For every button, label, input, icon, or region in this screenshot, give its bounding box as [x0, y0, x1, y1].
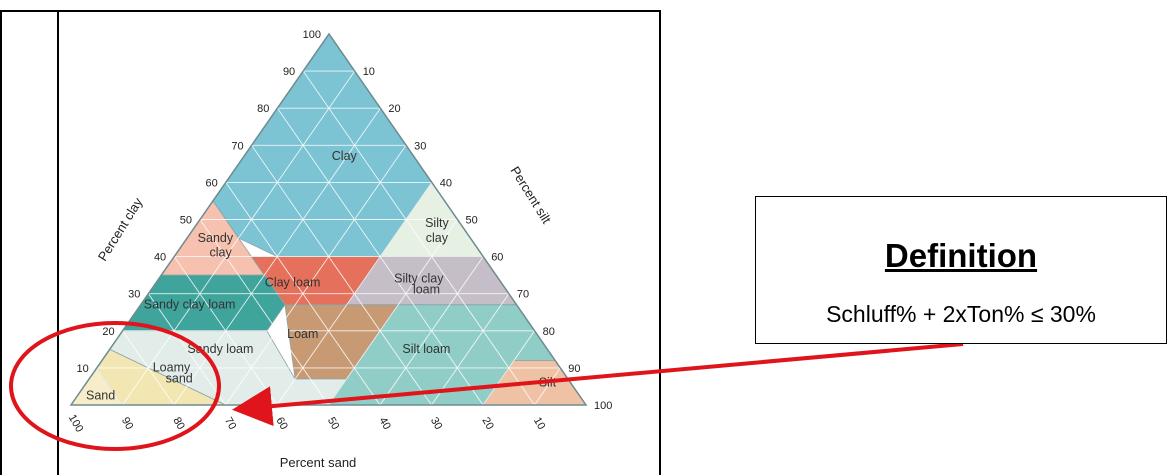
frame-left-line: [57, 12, 59, 475]
grid-line: [328, 219, 458, 406]
grid-line: [225, 145, 407, 406]
tick-label-sand: 40: [376, 415, 393, 432]
tick-label-sand: 60: [273, 415, 290, 432]
pointer-arrow: [232, 342, 964, 427]
tick-label-sand: 10: [531, 415, 548, 432]
region-label-sandy-clay: Sandy: [198, 231, 234, 245]
grid-line: [251, 145, 432, 406]
tick-label-silt: 20: [388, 103, 400, 115]
grid-line: [148, 293, 226, 406]
region-label-sandy-clay: clay: [209, 246, 232, 260]
outer-left-line: [0, 10, 2, 475]
grid-line: [534, 367, 561, 406]
grid-layer: [96, 70, 561, 406]
tick-label-silt: 60: [491, 252, 503, 264]
tick-label-sand: 70: [222, 415, 239, 432]
frame-top-line: [57, 10, 661, 12]
tick-label-clay: 50: [180, 215, 192, 227]
axis-label-silt: Percent silt: [507, 164, 554, 227]
definition-formula: Schluff% + 2xTon% ≤ 30%: [826, 301, 1096, 327]
region-label-loam: Loam: [287, 327, 318, 341]
region-label-sand: Sand: [86, 388, 115, 402]
tick-label-silt: 80: [543, 326, 555, 338]
tick-label-clay: 20: [102, 326, 114, 338]
grid-line: [302, 70, 535, 406]
outer-top-line: [0, 10, 57, 12]
grid-line: [199, 219, 329, 406]
region-label-silty-clay-loam: loam: [413, 283, 440, 297]
region-label-silt-loam: Silt loam: [402, 342, 450, 356]
grid-line: [431, 293, 510, 406]
grid-line: [96, 367, 123, 406]
tick-label-sand: 100: [66, 413, 86, 435]
region-label-silty-clay-loam: Silty clay: [394, 272, 444, 286]
tick-label-silt: 30: [414, 140, 426, 152]
tick-label-sand: 80: [170, 415, 187, 432]
highlight-ellipse: [9, 321, 221, 451]
region-label-sandy-clay-loam: Sandy clay loam: [144, 298, 236, 312]
tick-label-sand: 50: [325, 415, 342, 432]
tick-label-sand: 90: [119, 415, 136, 432]
grid-line: [173, 256, 278, 406]
region-label-loamy-sand: sand: [166, 372, 193, 386]
tick-label-clay: 30: [128, 289, 140, 301]
grid-line: [122, 70, 356, 406]
region-label-loamy-sand: Loamy: [153, 361, 191, 375]
frame-right-line: [659, 12, 661, 475]
region-label-silty-clay: clay: [426, 231, 449, 245]
region-label-clay-loam: Clay loam: [265, 275, 321, 289]
grid-line: [482, 330, 535, 406]
grid-line: [122, 330, 175, 406]
tick-label-clay: 10: [77, 363, 89, 375]
triangle-outline: [69, 32, 588, 406]
definition-title: Definition: [884, 237, 1038, 274]
tick-label-silt: 50: [466, 215, 478, 227]
tick-label-silt: 100: [594, 400, 612, 412]
tick-label-clay: 60: [206, 177, 218, 189]
tick-label-clay: 40: [154, 252, 166, 264]
tick-label-silt: 70: [517, 289, 529, 301]
region-label-clay: Clay: [332, 149, 358, 163]
region-label-silty-clay: Silty: [425, 216, 449, 230]
tick-label-clay: 70: [231, 140, 243, 152]
grid-line: [379, 256, 484, 406]
tick-label-clay: 100: [303, 29, 321, 41]
axis-label-sand: Percent sand: [280, 455, 357, 470]
tick-label-silt: 10: [363, 66, 375, 78]
tick-label-silt: 90: [568, 363, 580, 375]
tick-label-silt: 40: [440, 177, 452, 189]
tick-label-sand: 30: [428, 415, 445, 432]
definition-box: Definition Schluff% + 2xTon% ≤ 30%: [755, 196, 1167, 344]
tick-label-clay: 80: [257, 103, 269, 115]
tick-label-sand: 20: [479, 415, 496, 432]
axis-label-clay: Percent clay: [95, 195, 146, 264]
tick-label-clay: 90: [283, 66, 295, 78]
